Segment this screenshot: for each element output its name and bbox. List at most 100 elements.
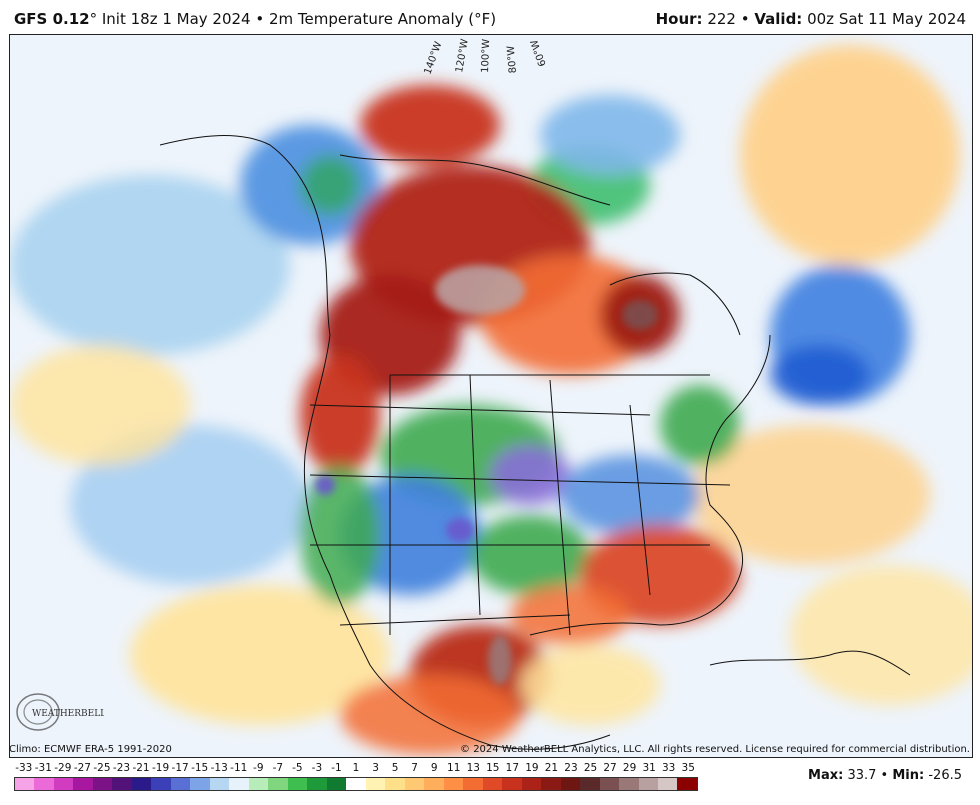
color-scale-legend: -33 -31 -29 -27 -25 -23 -21 -19 -17 -15 -13 -11 -9 -7… (14, 762, 698, 796)
max-label: Max: (808, 768, 844, 783)
anomaly-detail (315, 265, 658, 685)
scale-tick-label: -7 (272, 762, 284, 774)
scale-swatch (404, 778, 425, 790)
scale-swatch (131, 778, 152, 790)
scale-color-bar (14, 777, 698, 791)
scale-swatch (424, 778, 444, 790)
scale-swatch (15, 778, 35, 790)
scale-tick-label: 23 (564, 762, 578, 774)
climo-note: Climo: ECMWF ERA-5 1991-2020 (9, 744, 172, 755)
lon-label-80w: 80°W (506, 45, 519, 74)
scale-swatch (599, 778, 620, 790)
scale-swatch (268, 778, 288, 790)
scale-tick-label: -1 (331, 762, 342, 774)
scale-tick-label: 7 (411, 762, 418, 774)
max-value: 33.7 (847, 768, 877, 783)
scale-swatch (73, 778, 93, 790)
product-name: 2m Temperature Anomaly (°F) (269, 10, 497, 28)
anomaly-field (10, 45, 972, 755)
scale-tick-label: -21 (132, 762, 150, 774)
map-svg: 140°W 120°W 100°W 80°W 60°W (10, 35, 972, 757)
scale-swatch (521, 778, 542, 790)
scale-tick-label: 13 (466, 762, 480, 774)
scale-swatch (248, 778, 269, 790)
scale-swatch (365, 778, 386, 790)
min-value: -26.5 (928, 768, 962, 783)
scale-tick-label: -25 (93, 762, 111, 774)
scale-swatch (307, 778, 327, 790)
scale-tick-label: -9 (253, 762, 264, 774)
scale-swatch (209, 778, 230, 790)
scale-tick-label: 11 (447, 762, 461, 774)
scale-swatch (92, 778, 113, 790)
scale-swatch (677, 778, 697, 790)
scale-swatch (657, 778, 678, 790)
scale-tick-label: 21 (544, 762, 559, 774)
scale-tick-label: 27 (603, 762, 617, 774)
scale-swatch (638, 778, 658, 790)
init-time: ° Init 18z 1 May 2024 (89, 10, 251, 28)
scale-tick-label: -15 (191, 762, 209, 774)
scale-swatch (112, 778, 132, 790)
longitude-labels: 140°W 120°W 100°W 80°W 60°W (422, 38, 548, 76)
scale-tick-label: -13 (210, 762, 228, 774)
maxmin-separator: • (876, 768, 893, 783)
valid-label: Valid: (754, 10, 803, 28)
scale-swatch (326, 778, 347, 790)
scale-tick-label: 1 (352, 762, 360, 774)
scale-swatch (580, 778, 600, 790)
hour-label: Hour: (655, 10, 703, 28)
scale-tick-labels: -33 -31 -29 -27 -25 -23 -21 -19 -17 -15 -13 -11 -9 -7… (14, 762, 698, 776)
scale-swatch (541, 778, 561, 790)
min-label: Min: (892, 768, 925, 783)
valid-value: 00z Sat 11 May 2024 (807, 10, 966, 28)
scale-tick-label: -19 (151, 762, 170, 774)
scale-tick-label: 19 (525, 762, 539, 774)
scale-swatch (619, 778, 639, 790)
scale-tick-label: 15 (486, 762, 500, 774)
scale-tick-label: -33 (15, 762, 33, 774)
scale-swatch (560, 778, 581, 790)
scale-tick-label: 3 (372, 762, 379, 774)
scale-swatch (229, 778, 249, 790)
scale-tick-label: -29 (54, 762, 72, 774)
scale-tick-label: -17 (171, 762, 189, 774)
model-name: GFS 0.12 (14, 10, 90, 28)
scale-tick-label: 17 (505, 762, 520, 774)
scale-swatch (463, 778, 483, 790)
max-min-readout: Max: 33.7 • Min: -26.5 (808, 768, 962, 783)
scale-tick-label: 35 (681, 762, 695, 774)
scale-swatch (170, 778, 191, 790)
scale-swatch (346, 778, 366, 790)
scale-tick-label: -31 (34, 762, 52, 774)
scale-swatch (151, 778, 171, 790)
lon-label-100w: 100°W (480, 39, 492, 73)
scale-tick-label: 9 (430, 762, 438, 774)
map-boundaries (159, 135, 911, 750)
scale-tick-label: 33 (661, 762, 676, 774)
scale-swatch (385, 778, 405, 790)
scale-swatch (287, 778, 308, 790)
scale-tick-label: 25 (583, 762, 598, 774)
title-separator: • (250, 10, 269, 28)
scale-tick-label: -5 (292, 762, 303, 774)
copyright-note: © 2024 WeatherBELL Analytics, LLC. All r… (460, 744, 970, 755)
scale-tick-label: 29 (622, 762, 637, 774)
valid-time-info: Hour: 222 • Valid: 00z Sat 11 May 2024 (656, 10, 966, 28)
scale-swatch (443, 778, 464, 790)
header: GFS 0.12° Init 18z 1 May 2024 • 2m Tempe… (0, 0, 980, 34)
hour-value: 222 (707, 10, 736, 28)
temperature-anomaly-map: 140°W 120°W 100°W 80°W 60°W (9, 34, 973, 758)
scale-swatch (34, 778, 54, 790)
logo-text: WEATHERBELL (32, 709, 104, 719)
weatherbell-logo: WEATHERBELL (14, 690, 106, 736)
scale-tick-label: -11 (230, 762, 248, 774)
scale-tick-label: -23 (112, 762, 131, 774)
scale-tick-label: 31 (642, 762, 656, 774)
scale-tick-label: -27 (73, 762, 91, 774)
scale-tick-label: 5 (391, 762, 399, 774)
scale-swatch (53, 778, 74, 790)
valid-separator: • (735, 10, 755, 28)
scale-swatch (502, 778, 522, 790)
scale-tick-label: -3 (311, 762, 323, 774)
